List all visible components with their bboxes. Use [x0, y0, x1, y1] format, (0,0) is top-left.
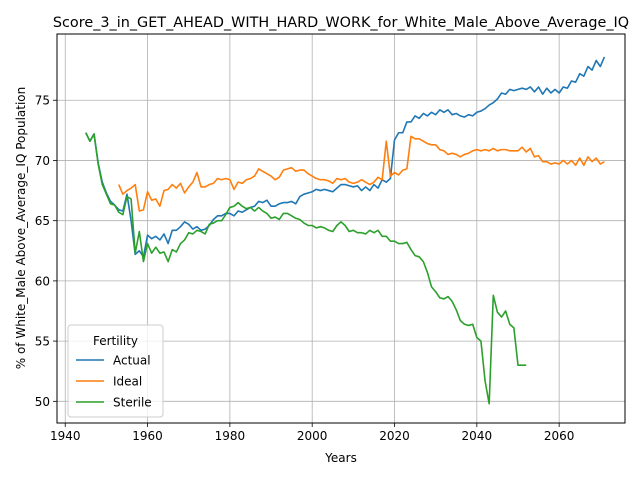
y-tick-label: 75	[35, 94, 50, 108]
legend-title: Fertility	[93, 334, 138, 348]
series-lines	[85, 56, 606, 405]
x-tick-label: 2060	[544, 429, 575, 443]
series-line-ideal	[118, 135, 605, 212]
legend-items: Actual Ideal Sterile	[76, 354, 152, 410]
x-axis-label: Years	[324, 451, 357, 465]
y-tick-label: 60	[35, 274, 50, 288]
x-tick-label: 1940	[50, 429, 81, 443]
legend-box	[67, 324, 164, 418]
grid	[57, 34, 625, 423]
x-tick-label: 1980	[215, 429, 246, 443]
x-tick-label: 2020	[379, 429, 410, 443]
chart-title: Score_3_in_GET_AHEAD_WITH_HARD_WORK_for_…	[53, 15, 629, 31]
x-tick-label: 1960	[132, 429, 163, 443]
y-tick-label: 65	[35, 214, 50, 228]
legend-label-ideal: Ideal	[113, 375, 142, 389]
legend-label-sterile: Sterile	[113, 396, 152, 410]
plot-frame	[56, 33, 626, 424]
axis-ticks: 1940 1960 1980 2000 2020 2040 2060 50 55 60 65 70 75	[35, 94, 575, 443]
x-tick-label: 2000	[297, 429, 328, 443]
legend: Fertility Actual Ideal Sterile	[67, 324, 164, 418]
y-tick-label: 55	[35, 335, 50, 349]
x-tick-label: 2040	[462, 429, 493, 443]
y-tick-label: 50	[35, 395, 50, 409]
legend-label-actual: Actual	[113, 354, 151, 368]
y-axis-label: % of White_Male Above_Average_IQ Populat…	[14, 87, 28, 370]
y-tick-label: 70	[35, 154, 50, 168]
series-line-sterile	[85, 132, 527, 405]
series-line-actual	[85, 56, 606, 258]
